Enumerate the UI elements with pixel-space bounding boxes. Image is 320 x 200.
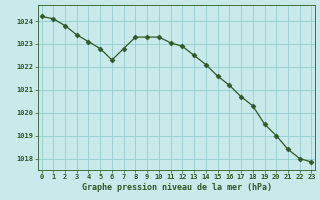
X-axis label: Graphe pression niveau de la mer (hPa): Graphe pression niveau de la mer (hPa) xyxy=(82,183,271,192)
